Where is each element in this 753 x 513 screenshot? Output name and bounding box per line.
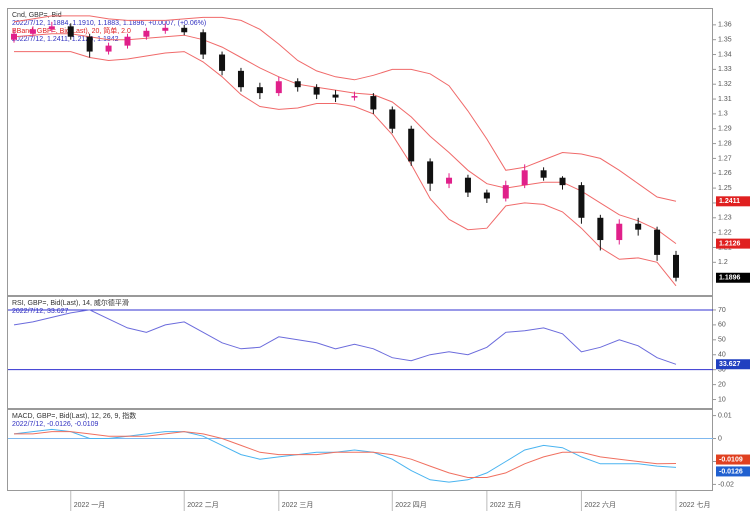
rsi-pane-frame: [7, 296, 713, 409]
candle-body: [332, 94, 339, 98]
candle-body: [86, 36, 93, 52]
x-tick-label: 2022 七月: [679, 500, 711, 509]
y-tick-label: 50: [718, 337, 726, 344]
price-pane-frame: [7, 8, 713, 296]
last-value-label-box: [716, 272, 750, 283]
band-line: [13, 33, 677, 245]
legend-text: Cnd, GBP=, Bid: [12, 12, 62, 19]
y-tick-label: 1.28: [718, 140, 732, 147]
candle-body: [313, 87, 320, 95]
candle-body: [67, 26, 74, 37]
candle-body: [578, 185, 585, 218]
candle-body: [597, 217, 604, 241]
candle-body: [483, 192, 490, 199]
y-tick-label: 20: [718, 381, 726, 388]
legend-text: 2022/7/12, -0.0126, -0.0109: [12, 421, 99, 428]
x-tick-label: 2022 五月: [490, 501, 522, 509]
candle-body: [673, 254, 679, 278]
y-tick-label: 10: [718, 396, 726, 403]
y-tick-label: 1.34: [718, 51, 732, 58]
y-tick-label: 0.01: [718, 412, 732, 419]
y-tick-label: 40: [718, 352, 726, 359]
y-tick-label: 60: [718, 322, 726, 329]
y-tick-label: -0.02: [718, 481, 734, 488]
y-tick-label: 1.35: [718, 37, 732, 44]
candle-body: [427, 161, 434, 184]
candle-body: [370, 96, 377, 110]
y-tick-label: 1.32: [718, 81, 732, 88]
series-line: [13, 309, 677, 365]
band-line: [13, 15, 677, 202]
x-tick-label: 2022 三月: [282, 501, 314, 509]
candle-body: [11, 33, 17, 40]
last-value-label: -0.0126: [719, 468, 743, 475]
candle-body: [540, 170, 547, 178]
candle-body: [181, 27, 188, 33]
y-tick-label: 70: [718, 307, 726, 314]
y-tick-label: 1.29: [718, 126, 732, 133]
last-value-label: -0.0109: [719, 456, 743, 463]
candle-body: [294, 81, 301, 88]
candle-body: [124, 36, 131, 46]
last-value-label-box: [716, 466, 750, 477]
last-value-label-box: [716, 454, 750, 465]
last-value-label: 1.2411: [719, 198, 740, 205]
y-tick-label: 1.3: [718, 111, 728, 118]
candle-body: [351, 96, 358, 98]
y-tick-label: 1.2: [718, 259, 728, 266]
legend-text: MACD, GBP=, Bid(Last), 12, 26, 9, 指数: [12, 411, 136, 420]
last-value-label: 1.2126: [719, 240, 741, 247]
candle-body: [408, 128, 415, 162]
y-tick-label: 1.22: [718, 229, 732, 236]
candle-body: [635, 223, 642, 230]
candle-body: [237, 70, 244, 88]
candle-body: [105, 45, 112, 52]
candle-body: [502, 185, 509, 199]
candle-body: [143, 30, 150, 37]
y-tick-label: 1.26: [718, 170, 732, 177]
x-tick-label: 2022 六月: [584, 500, 616, 509]
x-tick-label: 2022 二月: [187, 501, 219, 509]
y-tick-label: 1.23: [718, 215, 732, 222]
legend-text: 2022/7/12, 1.1884, 1.1910, 1.1883, 1.189…: [12, 20, 206, 27]
y-tick-label: 1.25: [718, 185, 732, 192]
candle-body: [48, 26, 55, 30]
x-tick-label: 2022 一月: [74, 501, 106, 509]
y-tick-label: 1.36: [718, 22, 732, 29]
legend-text: RSI, GBP=, Bid(Last), 14, 威尔德平滑: [12, 298, 129, 307]
last-value-label-box: [716, 196, 750, 207]
y-tick-label: 30: [718, 367, 726, 374]
legend-text: 2022/7/12, 1.2411, 1.2126, 1.1842: [12, 36, 119, 43]
candle-body: [162, 27, 169, 31]
candle-body: [275, 81, 282, 94]
candle-body: [29, 29, 36, 34]
candle-body: [616, 223, 623, 241]
candle-body: [446, 177, 453, 184]
last-value-label-box: [716, 238, 750, 249]
y-tick-label: 1.33: [718, 66, 732, 73]
candle-body: [464, 177, 471, 193]
y-tick-label: 1.31: [718, 96, 732, 103]
y-tick-label: 0: [718, 435, 722, 442]
x-tick-label: 2022 四月: [395, 501, 427, 509]
series-line: [14, 431, 677, 478]
candle-body: [200, 32, 207, 55]
candle-body: [521, 170, 528, 186]
candle-body: [654, 229, 661, 255]
y-tick-label: 1.27: [718, 155, 732, 162]
legend-text: 2022/7/12, 33.627: [12, 308, 69, 315]
candle-body: [219, 54, 226, 71]
last-value-label-box: [716, 359, 750, 370]
candle-body: [389, 109, 396, 129]
last-value-label: 1.1896: [719, 275, 741, 282]
candle-body: [559, 177, 566, 186]
candle-body: [256, 87, 263, 94]
band-line: [14, 51, 677, 287]
last-value-label: 33.627: [719, 361, 741, 368]
